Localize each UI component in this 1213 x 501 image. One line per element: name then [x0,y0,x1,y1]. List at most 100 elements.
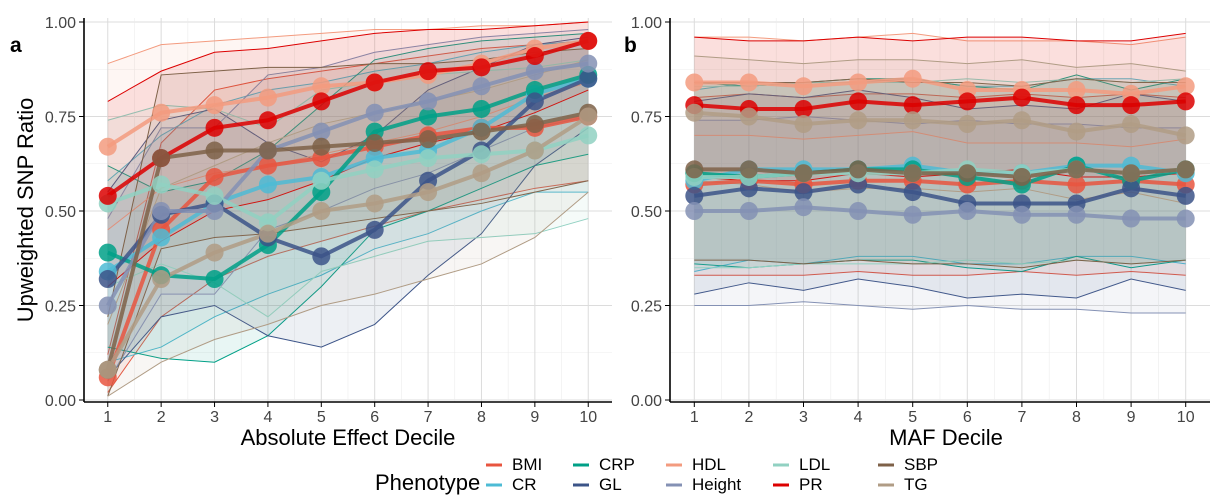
series-line-hdl [106,38,589,149]
point-tg [98,360,117,379]
x-tick-label: 7 [424,409,433,426]
point-pr [903,96,922,115]
panel-a-lines [105,38,590,379]
panel-a-axes: 0.00 0.25 0.50 0.75 1.00 1 2 3 4 5 6 7 8 9 10 [45,15,612,426]
x-tick-label: 7 [1017,409,1026,426]
point-tg [1122,115,1141,134]
point-tg [1067,122,1086,141]
point-hdl [98,137,117,156]
point-tg [312,202,331,220]
point-sbp [1176,160,1195,179]
point-cr [258,175,277,194]
point-height [472,77,491,96]
point-cr [152,228,171,247]
series-line-height [694,205,1186,221]
point-crp [472,99,491,118]
point-height [1122,209,1141,228]
point-height [205,202,224,220]
point-tg [849,111,868,130]
series-line-crp [106,72,589,282]
point-tg [258,224,277,243]
point-gl [98,270,117,289]
point-height [1176,209,1195,228]
point-height [1012,205,1031,224]
point-height [1067,205,1086,224]
y-axis-label: Upweighted SNP Ratio [13,98,38,323]
band-upper-pr [694,32,1186,42]
legend-label-pr: PR [799,475,823,494]
point-pr [365,73,384,92]
x-tick-label: 5 [317,409,326,426]
x-tick-label: 8 [1072,409,1081,426]
point-height [903,205,922,224]
point-sbp [525,115,544,134]
band-lower-tg [107,191,589,397]
point-pr [1176,92,1195,111]
band-upper-pr [107,21,589,102]
series-line-bmi [694,178,1186,187]
x-tick-label: 1 [103,409,112,426]
series-line-cr [106,76,589,274]
point-tg [205,243,224,262]
x-tick-label: 4 [263,409,272,426]
band-hdl [107,22,589,230]
legend-label-height: Height [692,475,741,494]
panel-a-letter: a [10,34,22,57]
point-hdl [739,73,758,92]
band-upper-bmi [107,40,589,355]
point-hdl [794,77,813,96]
band-lower-hdl [694,131,1186,148]
y-tick-label: 0.25 [45,299,76,316]
point-height [98,296,117,315]
y-tick-label: 0.00 [45,393,76,410]
point-pr [849,92,868,111]
series-line-tg [106,114,590,371]
point-tg [685,103,704,122]
point-sbp [739,160,758,179]
point-crp [205,270,224,289]
point-pr [258,111,277,130]
point-pr [525,47,544,66]
point-gl [1122,179,1141,198]
y-tick-label: 1.00 [631,15,662,32]
point-tg [794,115,813,134]
point-height [312,122,331,141]
x-tick-label: 10 [1177,409,1195,426]
series-line-pr [694,95,1186,111]
point-gl [579,69,598,88]
legend-label-hdl: HDL [692,455,726,474]
point-sbp [849,160,868,179]
x-tick-label: 3 [799,409,808,426]
point-sbp [1067,160,1086,179]
point-bmi [258,156,277,175]
point-tg [903,111,922,130]
point-ldl [152,175,171,194]
series-line-height [106,61,589,307]
series-line-sbp [694,167,1186,179]
panel-b-axes: 0.00 0.25 0.50 0.75 1.00 1 2 3 4 5 6 7 8 9 10 [631,15,1210,426]
x-tick-label: 3 [210,409,219,426]
band-hdl [694,33,1186,147]
point-hdl [903,69,922,88]
band-gl [694,90,1186,298]
point-sbp [1122,164,1141,183]
x-tick-label: 2 [744,409,753,426]
point-sbp [1012,167,1031,186]
x-tick-label: 9 [530,409,539,426]
point-tg [1012,111,1031,130]
band-lower-ldl [107,218,589,318]
point-pr [579,31,598,50]
point-height [794,198,813,217]
legend-label-bmi: BMI [512,455,542,474]
point-tg [472,164,491,183]
band-tg [107,59,589,397]
panel-b-x-axis-label: MAF Decile [889,425,1003,450]
point-bmi [1067,175,1086,194]
x-tick-label: 6 [370,409,379,426]
panel-b-points [685,69,1195,228]
series-line-gl [694,182,1186,206]
band-upper-height [107,29,589,219]
panel-a-x-axis-label: Absolute Effect Decile [241,425,456,450]
band-cr [107,40,589,363]
panel-a: 0.00 0.25 0.50 0.75 1.00 1 2 3 4 5 6 7 8 9 10 a Absolu… [10,15,612,450]
